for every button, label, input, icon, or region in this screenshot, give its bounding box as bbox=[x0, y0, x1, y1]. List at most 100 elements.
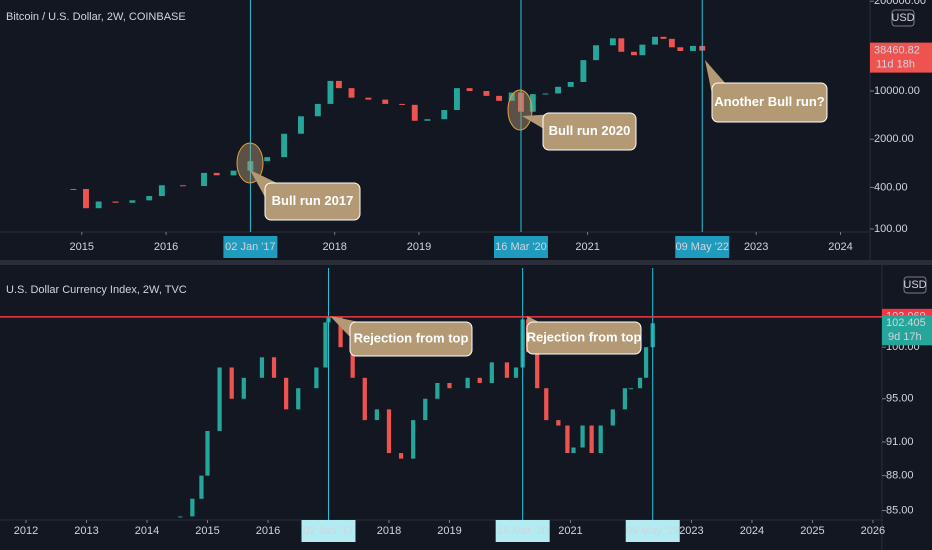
candle bbox=[201, 172, 207, 186]
candle bbox=[580, 60, 587, 83]
y-tick-label: 400.00 bbox=[874, 181, 908, 193]
candle bbox=[146, 196, 153, 201]
candle bbox=[259, 357, 265, 378]
candle bbox=[466, 88, 473, 91]
candle bbox=[598, 425, 603, 454]
candle bbox=[178, 516, 183, 518]
candle bbox=[314, 103, 321, 117]
candle bbox=[83, 188, 89, 209]
candle bbox=[504, 362, 510, 378]
candle bbox=[205, 430, 210, 476]
candle bbox=[652, 36, 658, 45]
x-tick-label: 2016 bbox=[154, 241, 178, 253]
x-tick-label: 2018 bbox=[377, 525, 401, 537]
candle bbox=[411, 104, 418, 121]
x-tick-label: 2018 bbox=[322, 241, 346, 253]
candle bbox=[362, 377, 367, 421]
candle bbox=[580, 425, 585, 448]
candle bbox=[241, 377, 246, 399]
marker-label-bg bbox=[493, 236, 548, 258]
candle bbox=[264, 157, 271, 162]
candle bbox=[423, 398, 428, 421]
x-tick-label: 2021 bbox=[558, 525, 582, 537]
candle bbox=[477, 377, 482, 383]
last-price-bg bbox=[870, 42, 932, 73]
x-tick-label: 2025 bbox=[800, 525, 824, 537]
candle bbox=[508, 92, 515, 101]
candle bbox=[593, 45, 599, 61]
candle bbox=[513, 367, 519, 378]
x-tick-label: 2019 bbox=[407, 241, 431, 253]
x-tick-label: 2024 bbox=[828, 241, 852, 253]
candle bbox=[622, 388, 628, 410]
candle bbox=[365, 97, 372, 100]
currency: USD bbox=[903, 279, 926, 291]
candle bbox=[639, 44, 646, 56]
candle bbox=[129, 200, 136, 203]
pane-separator bbox=[0, 260, 932, 265]
candle bbox=[690, 45, 696, 51]
candle bbox=[327, 80, 334, 104]
callout-box bbox=[349, 321, 473, 357]
candle bbox=[386, 409, 392, 454]
highlight-circle bbox=[236, 142, 264, 184]
callout-text: Bull run 2020 bbox=[549, 123, 631, 138]
candle bbox=[544, 388, 549, 421]
y-tick-label: 100.00 bbox=[874, 223, 908, 235]
candle bbox=[323, 322, 328, 368]
marker-label-bg bbox=[675, 236, 730, 258]
callout-text: Rejection from top bbox=[354, 330, 469, 345]
y-tick-label: 2000.00 bbox=[874, 133, 914, 145]
callout-text: Bull run 2017 bbox=[272, 193, 354, 208]
marker-label-bg bbox=[301, 520, 356, 542]
candle bbox=[556, 420, 561, 426]
candle bbox=[398, 453, 404, 459]
candle bbox=[610, 409, 615, 426]
candle bbox=[271, 357, 277, 378]
candle bbox=[660, 36, 667, 39]
candle bbox=[631, 51, 637, 56]
currency: USD bbox=[891, 12, 914, 24]
marker-label: 02 Jan '17 bbox=[225, 241, 275, 253]
marker-label-bg bbox=[625, 520, 680, 542]
candle bbox=[230, 170, 237, 176]
candle bbox=[483, 90, 490, 96]
candle bbox=[628, 388, 634, 390]
candle bbox=[643, 347, 649, 378]
last-price: 102.405 bbox=[886, 317, 926, 329]
x-tick-label: 2023 bbox=[679, 525, 703, 537]
y-tick-label: 91.00 bbox=[886, 436, 914, 448]
candle bbox=[567, 82, 574, 87]
callout-box bbox=[526, 321, 642, 355]
marker-label-bg bbox=[223, 236, 278, 258]
candle bbox=[213, 172, 220, 176]
last-price-bg bbox=[882, 315, 932, 346]
y-tick-label: 10000.00 bbox=[874, 85, 920, 97]
candle bbox=[424, 119, 431, 121]
candle bbox=[555, 86, 562, 94]
candle bbox=[382, 99, 389, 104]
x-tick-label: 2021 bbox=[575, 241, 599, 253]
candle bbox=[350, 347, 355, 378]
callout-box bbox=[711, 82, 828, 123]
last-price: 38460.82 bbox=[874, 45, 920, 57]
x-tick-label: 2019 bbox=[437, 525, 461, 537]
x-tick-label: 2023 bbox=[744, 241, 768, 253]
plot-area bbox=[178, 317, 655, 518]
marker-label: 09 May '22 bbox=[626, 525, 679, 537]
candle bbox=[281, 133, 288, 158]
currency-box bbox=[903, 276, 927, 294]
marker-label: 16 Mar '20 bbox=[497, 525, 549, 537]
y-tick-label: 200000.00 bbox=[874, 0, 926, 7]
callout-text: Another Bull run? bbox=[714, 94, 825, 109]
candle bbox=[542, 93, 549, 95]
candle bbox=[571, 447, 576, 454]
x-tick-label: 2013 bbox=[74, 525, 98, 537]
candle bbox=[348, 88, 355, 98]
candle bbox=[179, 185, 186, 187]
candle bbox=[411, 420, 416, 459]
currency-box bbox=[891, 9, 915, 27]
marker-label: 02 Jan '17 bbox=[303, 525, 353, 537]
chart-title: U.S. Dollar Currency Index, 2W, TVC bbox=[6, 284, 187, 296]
